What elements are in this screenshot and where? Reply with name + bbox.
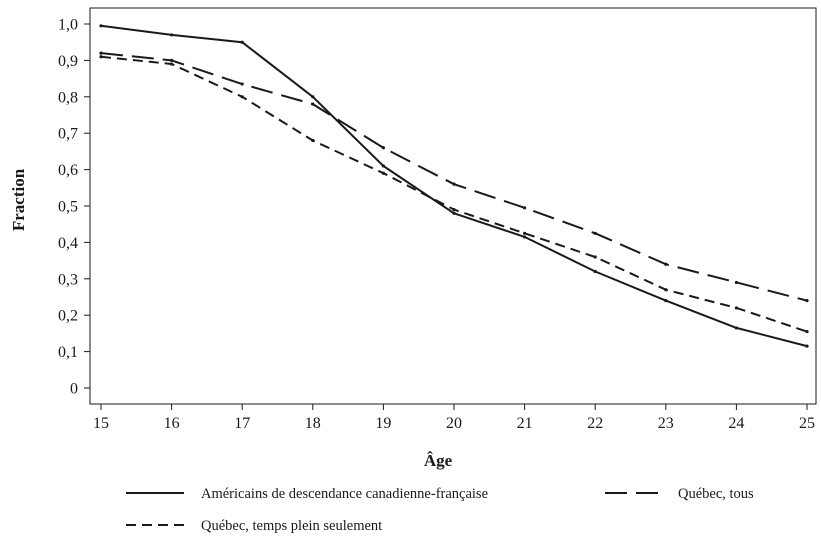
data-point	[805, 344, 809, 348]
x-tick-label: 16	[164, 415, 180, 432]
series-lines	[99, 24, 809, 348]
x-tick-label: 19	[375, 415, 391, 432]
plot-frame	[89, 7, 817, 405]
data-point	[99, 55, 103, 59]
data-point	[734, 326, 739, 330]
y-axis: 0 0,1 0,2 0,3 0,4 0,5 0,6 0,7 0,8 0,9 1,0	[58, 17, 90, 398]
legend-label-3: Québec, temps plein seulement	[201, 518, 382, 534]
x-tick-label: 15	[93, 415, 109, 432]
legend-label-1: Américains de descendance canadienne-fra…	[201, 486, 488, 502]
plot-border	[89, 7, 817, 405]
data-point	[311, 95, 315, 99]
data-point	[170, 33, 174, 37]
data-point	[99, 51, 103, 55]
data-point	[381, 164, 385, 168]
data-point	[523, 235, 527, 239]
data-point	[805, 299, 809, 303]
y-tick-label: 0,3	[58, 271, 78, 288]
y-tick-label: 0,9	[58, 53, 78, 70]
data-point	[805, 329, 809, 334]
data-point	[734, 306, 739, 310]
y-tick-label: 1,0	[58, 17, 78, 34]
x-tick-label: 20	[446, 415, 462, 432]
data-point	[170, 62, 174, 66]
data-point	[381, 171, 385, 175]
data-point	[99, 24, 103, 28]
data-point	[240, 82, 244, 86]
series-line-2	[100, 52, 808, 302]
x-tick-label: 21	[517, 415, 533, 432]
data-point	[664, 262, 668, 266]
x-tick-label: 25	[799, 415, 815, 432]
data-point	[664, 299, 668, 303]
data-point	[452, 208, 456, 212]
y-tick-label: 0	[70, 381, 78, 398]
legend: Américains de descendance canadienne-fra…	[126, 486, 754, 534]
data-point	[664, 288, 668, 292]
data-point	[523, 206, 527, 210]
data-point	[452, 182, 456, 186]
series-line-1	[100, 24, 808, 348]
data-point	[593, 269, 597, 274]
y-axis-title: Fraction	[9, 168, 28, 231]
y-tick-label: 0,7	[58, 126, 78, 143]
data-point	[311, 138, 315, 143]
data-point	[240, 40, 244, 44]
data-point	[240, 95, 244, 99]
data-point	[593, 231, 597, 235]
data-point	[593, 255, 597, 259]
x-axis-title: Âge	[424, 451, 453, 470]
x-axis: 15 16 17 18 19 20 21 22 23 24 25	[93, 404, 815, 432]
x-tick-label: 17	[234, 415, 250, 432]
data-point	[523, 231, 527, 235]
y-tick-label: 0,5	[58, 199, 78, 216]
x-tick-label: 18	[305, 415, 321, 432]
data-point	[311, 102, 315, 106]
x-tick-label: 22	[587, 415, 603, 432]
data-point	[170, 58, 174, 63]
y-tick-label: 0,4	[58, 235, 78, 252]
data-point	[381, 146, 385, 150]
series-line-3	[100, 55, 808, 333]
legend-label-2: Québec, tous	[678, 486, 754, 502]
y-tick-label: 0,1	[58, 344, 78, 361]
y-tick-label: 0,6	[58, 162, 78, 179]
y-tick-label: 0,2	[58, 308, 78, 325]
data-point	[734, 280, 739, 285]
x-tick-label: 24	[728, 415, 744, 432]
data-point	[452, 211, 456, 215]
x-tick-label: 23	[658, 415, 674, 432]
y-tick-label: 0,8	[58, 89, 78, 106]
